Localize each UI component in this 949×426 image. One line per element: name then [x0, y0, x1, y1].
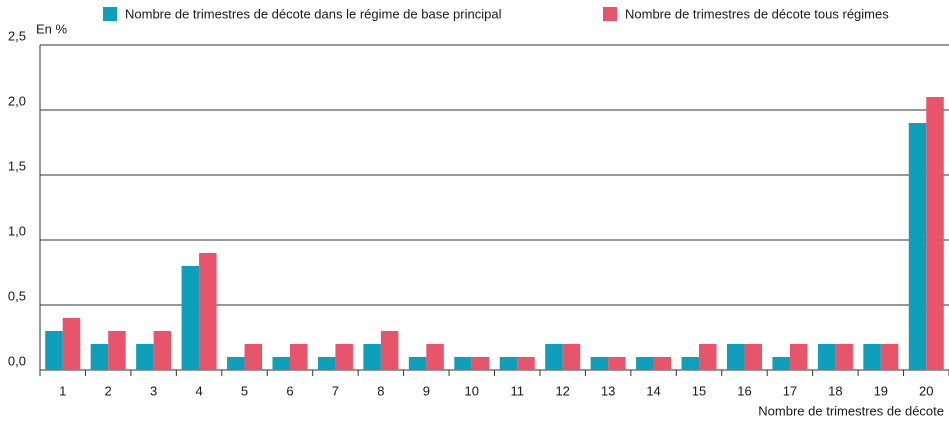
bar — [380, 331, 399, 370]
y-tick-label: 0,0 — [8, 353, 26, 368]
bar — [590, 357, 609, 370]
bar — [426, 344, 444, 370]
bar — [272, 357, 290, 370]
bar — [62, 318, 81, 370]
bar — [926, 97, 944, 370]
bar — [562, 344, 581, 370]
x-tick-label: 11 — [510, 383, 524, 398]
legend-label: Nombre de trimestres de décote dans le r… — [125, 6, 502, 21]
bar — [653, 357, 672, 370]
bar — [880, 344, 899, 370]
bar — [835, 344, 853, 370]
x-tick-label: 2 — [105, 383, 112, 398]
x-axis-label: Nombre de trimestres de décote — [758, 403, 944, 418]
x-tick-label: 9 — [423, 383, 430, 398]
bar — [289, 344, 308, 370]
x-tick-label: 8 — [377, 383, 384, 398]
y-tick-label: 1,5 — [8, 158, 26, 173]
x-tick-label: 20 — [919, 383, 933, 398]
bar — [789, 344, 808, 370]
bar — [681, 357, 700, 370]
x-tick-label: 3 — [150, 383, 157, 398]
legend-swatch — [603, 7, 617, 21]
legend-label: Nombre de trimestres de décote tous régi… — [625, 6, 889, 21]
y-axis-label: En % — [36, 21, 68, 36]
bar — [317, 357, 336, 370]
bar — [90, 344, 109, 370]
x-tick-label: 7 — [332, 383, 339, 398]
x-tick-label: 4 — [195, 383, 202, 398]
bar — [608, 357, 626, 370]
x-tick-label: 17 — [783, 383, 797, 398]
legend-swatch — [103, 7, 117, 21]
bar — [108, 331, 126, 370]
bar — [772, 357, 790, 370]
x-tick-label: 16 — [737, 383, 751, 398]
bar — [517, 357, 535, 370]
x-tick-label: 6 — [286, 383, 293, 398]
x-tick-label: 14 — [646, 383, 660, 398]
bar — [244, 344, 263, 370]
y-tick-label: 1,0 — [8, 223, 26, 238]
x-tick-label: 18 — [828, 383, 842, 398]
bar — [726, 344, 745, 370]
bar — [227, 357, 245, 370]
bar — [136, 344, 154, 370]
bar — [699, 344, 717, 370]
bar — [153, 331, 172, 370]
x-tick-label: 15 — [692, 383, 706, 398]
bar — [454, 357, 472, 370]
bar — [636, 357, 654, 370]
bar — [545, 344, 563, 370]
bar — [199, 253, 217, 370]
x-tick-label: 12 — [555, 383, 569, 398]
x-tick-label: 5 — [241, 383, 248, 398]
bar — [363, 344, 381, 370]
bar — [45, 331, 63, 370]
bar — [863, 344, 881, 370]
bar — [471, 357, 490, 370]
bar — [408, 357, 427, 370]
bar — [908, 123, 927, 370]
bar — [817, 344, 836, 370]
bar — [744, 344, 762, 370]
bar — [499, 357, 518, 370]
x-tick-label: 13 — [601, 383, 615, 398]
bar — [181, 266, 200, 370]
y-tick-label: 2,0 — [8, 93, 26, 108]
x-tick-label: 1 — [59, 383, 66, 398]
x-tick-label: 10 — [465, 383, 479, 398]
bar — [335, 344, 353, 370]
x-tick-label: 19 — [874, 383, 888, 398]
y-tick-label: 0,5 — [8, 288, 26, 303]
y-tick-label: 2,5 — [8, 28, 26, 43]
